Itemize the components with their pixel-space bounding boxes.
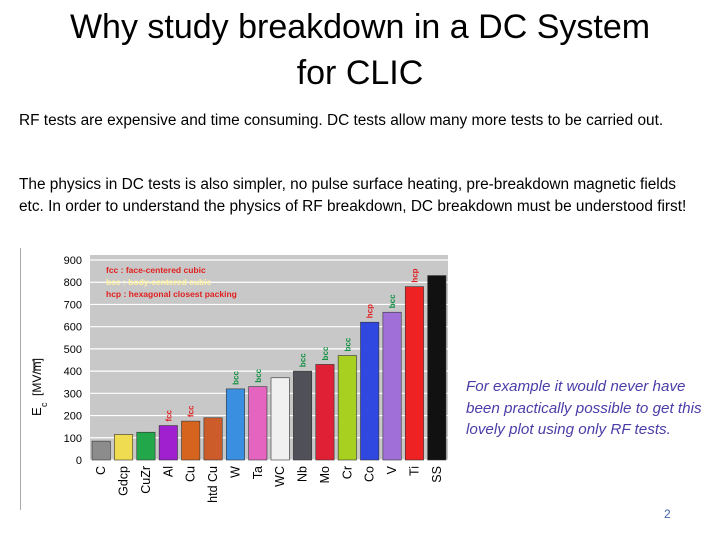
x-tick-label: Gdcp — [117, 466, 131, 496]
x-tick-label: Ti — [407, 466, 421, 476]
structure-label: fcc — [164, 409, 173, 421]
title-line-1: Why study breakdown in a DC System — [69, 8, 651, 46]
x-tick-labels: C Gdcp CuZr Al Cu htd Cu W Ta WC Nb Mo Cr Co V Ti SS — [94, 465, 444, 503]
breakdown-field-bar-chart: 0 100 200 300 400 500 600 700 800 900 C Gdcp CuZr Al… — [20, 248, 452, 510]
bar — [158, 425, 178, 461]
x-tick-label: SS — [430, 466, 444, 483]
y-tick-label: 200 — [64, 411, 82, 423]
x-tick-label: Cr — [340, 466, 354, 479]
y-tick-label: 400 — [64, 366, 82, 378]
y-axis-title: Ec [MV/m] — [29, 358, 49, 416]
paragraph-rf-tests: RF tests are expensive and time consumin… — [19, 112, 664, 129]
x-tick-label: WC — [273, 466, 287, 487]
x-tick-label: V — [385, 465, 399, 474]
x-tick-label: Nb — [296, 466, 310, 482]
bars — [91, 275, 447, 461]
paragraph-dc-physics: The physics in DC tests is also simpler,… — [19, 176, 687, 215]
legend-entry: fcc : face-centered cubic — [106, 265, 206, 275]
bar — [270, 377, 290, 461]
bar — [114, 434, 134, 461]
structure-label: hcp — [410, 268, 419, 282]
page-number: 2 — [664, 507, 671, 521]
bar — [382, 311, 402, 461]
x-tick-label: htd Cu — [206, 466, 220, 503]
x-tick-label: Mo — [318, 466, 332, 483]
y-tick-label: 900 — [64, 255, 82, 267]
bar — [91, 440, 111, 461]
structure-label: bcc — [388, 294, 397, 308]
y-tick-label: 700 — [64, 299, 82, 311]
bar — [427, 275, 447, 461]
y-axis-subscript: c — [39, 402, 49, 407]
structure-label: hcp — [366, 304, 375, 318]
y-tick-label: 0 — [76, 455, 82, 467]
chart-legend: fcc : face-centered cubic bcc : body-cent… — [106, 265, 237, 299]
x-tick-label: Ta — [251, 466, 265, 479]
bar — [315, 364, 335, 461]
slide-title: Why study breakdown in a DC System for C… — [20, 4, 700, 96]
bar — [181, 420, 201, 461]
bar — [337, 355, 357, 461]
bar — [293, 370, 313, 461]
crystal-structure-labels: fcc fcc bcc bcc bcc bcc bcc hcp bcc hcp — [164, 268, 419, 421]
x-tick-label: C — [94, 466, 108, 475]
bar — [404, 286, 424, 461]
bar — [248, 386, 268, 461]
bar — [136, 431, 156, 461]
bar — [360, 321, 380, 461]
structure-label: bcc — [231, 371, 240, 385]
x-tick-label: CuZr — [139, 466, 153, 494]
y-axis-label: Ec [MV/m] — [29, 358, 49, 416]
y-tick-label: 800 — [64, 277, 82, 289]
x-tick-label: Al — [161, 466, 175, 477]
y-tick-label: 600 — [64, 322, 82, 334]
example-note: For example it would never have been pra… — [466, 378, 702, 438]
y-tick-label: 100 — [64, 433, 82, 445]
y-tick-label: 300 — [64, 388, 82, 400]
y-tick-labels: 0 100 200 300 400 500 600 700 800 900 — [64, 255, 82, 467]
title-line-2: for CLIC — [296, 54, 424, 92]
bar — [203, 417, 223, 461]
y-axis-unit: [MV/m] — [30, 358, 44, 396]
bar — [225, 388, 245, 461]
structure-label: bcc — [299, 353, 308, 367]
y-tick-label: 500 — [64, 344, 82, 356]
legend-entry: bcc : body-centered cubic — [106, 277, 212, 287]
x-tick-label: W — [228, 466, 242, 478]
x-tick-label: Cu — [184, 466, 198, 482]
structure-label: bcc — [321, 346, 330, 360]
legend-entry: hcp : hexagonal closest packing — [106, 289, 237, 299]
x-tick-label: Co — [363, 466, 377, 482]
structure-label: bcc — [343, 337, 352, 351]
structure-label: bcc — [254, 368, 263, 382]
structure-label: fcc — [187, 405, 196, 417]
y-axis-symbol: E — [29, 407, 44, 416]
